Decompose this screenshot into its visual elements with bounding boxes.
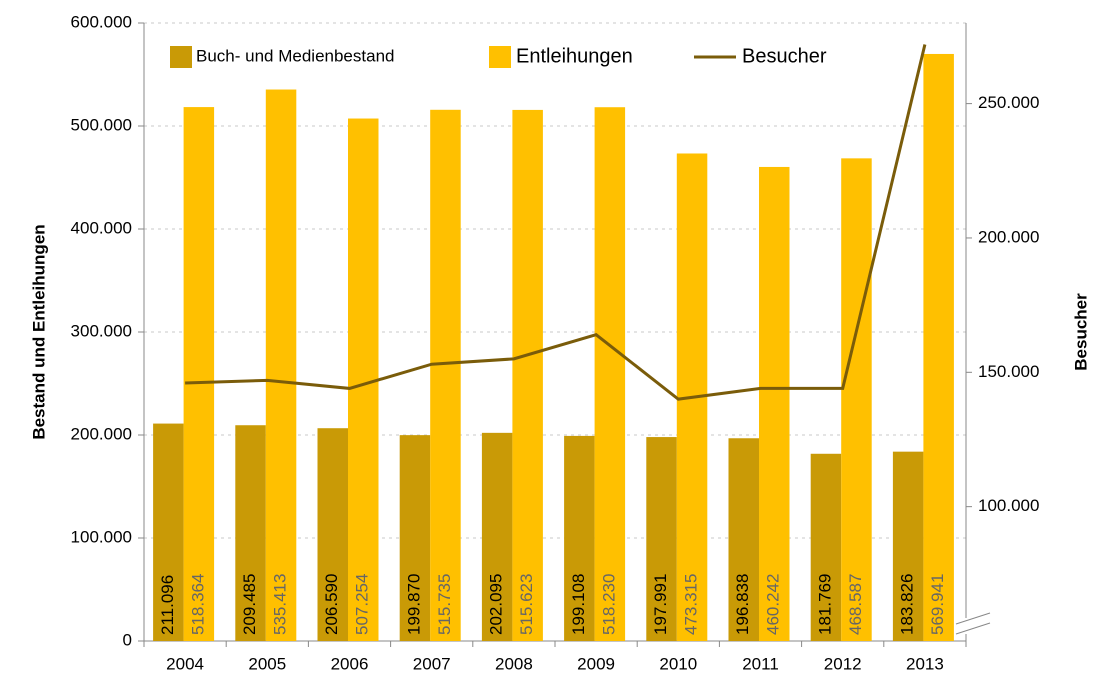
y-tick-label: 100.000: [71, 527, 132, 546]
y-tick-label: 300.000: [71, 321, 132, 340]
data-label: 183.826: [898, 574, 917, 635]
data-label: 199.108: [569, 574, 588, 635]
y-tick-label: 600.000: [71, 12, 132, 31]
line: [185, 44, 927, 401]
y-tick-label: 400.000: [71, 218, 132, 237]
bar: [153, 423, 184, 641]
bar: [810, 453, 842, 641]
y-tick-label: 0: [123, 630, 132, 649]
bar: [512, 109, 543, 641]
bar: [235, 425, 266, 641]
data-label: 518.364: [188, 574, 207, 635]
bar: [594, 107, 626, 642]
data-label: 460.242: [764, 574, 783, 635]
bar: [430, 109, 461, 641]
axis-break: [955, 612, 991, 635]
data-label: 206.590: [322, 574, 341, 635]
legend-marker: [489, 46, 511, 68]
bar: [399, 435, 431, 641]
data-label: 569.941: [928, 574, 947, 635]
x-tick-label: 2007: [413, 654, 451, 673]
bar: [481, 432, 513, 641]
data-label: 209.485: [240, 574, 259, 635]
data-label: 196.838: [733, 574, 752, 635]
y2-tick-label: 200.000: [978, 227, 1039, 246]
x-tick-label: 2006: [331, 654, 369, 673]
data-label: 211.096: [158, 575, 177, 635]
legend-label: Buch- und Medienbestand: [196, 46, 394, 65]
data-label: 535.413: [271, 574, 290, 635]
x-tick-label: 2011: [742, 654, 779, 673]
bar: [728, 438, 759, 641]
legend-bg: [485, 45, 685, 69]
x-tick-label: 2004: [166, 654, 204, 673]
bar: [183, 107, 215, 641]
legend-label: Besucher: [742, 45, 827, 67]
x-tick-label: 2005: [248, 654, 286, 673]
legend-bg: [166, 45, 476, 69]
data-label: 202.095: [487, 574, 506, 635]
legend-label: Entleihungen: [516, 45, 633, 67]
x-tick-label: 2010: [659, 654, 697, 673]
y-tick-label: 200.000: [71, 424, 132, 443]
bar: [265, 89, 297, 642]
data-label: 181.769: [815, 574, 834, 635]
y2-tick-label: 150.000: [978, 362, 1039, 381]
data-label: 197.991: [651, 574, 670, 635]
data-label: 515.735: [435, 574, 454, 635]
y2-tick-label: 250.000: [978, 93, 1039, 112]
bar: [892, 451, 924, 641]
bar: [646, 437, 677, 641]
bar: [348, 118, 379, 641]
data-label: 515.623: [517, 574, 536, 635]
bar: [317, 428, 348, 641]
x-tick-label: 2009: [577, 654, 615, 673]
data-label: 518.230: [599, 574, 618, 635]
x-tick-label: 2008: [495, 654, 533, 673]
data-label: 468.587: [846, 574, 865, 635]
data-label: 199.870: [404, 574, 423, 635]
x-tick-label: 2013: [906, 654, 944, 673]
y-tick-label: 500.000: [71, 115, 132, 134]
data-label: 473.315: [682, 574, 701, 635]
legend-marker: [170, 46, 192, 68]
bar: [564, 435, 595, 641]
bar: [923, 53, 954, 642]
bar: [841, 158, 872, 641]
data-label: 507.254: [353, 574, 372, 635]
y2-tick-label: 100.000: [978, 496, 1039, 515]
bar: [759, 166, 790, 641]
x-tick-label: 2012: [824, 654, 862, 673]
y-axis-title: Bestand und Entleihungen: [29, 224, 48, 439]
y2-axis-title: Besucher: [1071, 293, 1090, 371]
